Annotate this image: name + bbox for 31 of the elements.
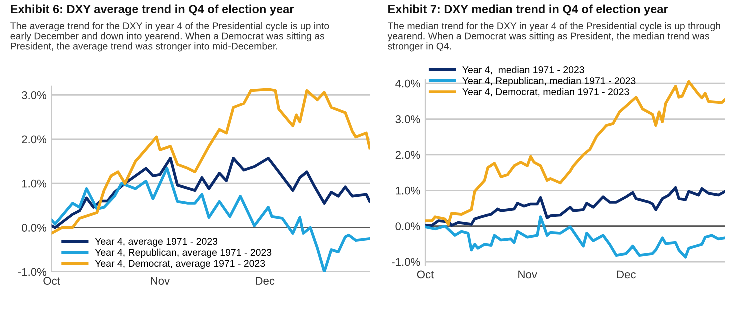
y-tick-label: 0.0% [396,222,420,230]
x-tick-label: Nov [151,277,170,286]
y-tick-label: -1.0% [392,258,420,266]
chart-title: Exhibit 6: DXY average trend in Q4 of election year [11,4,294,16]
line-series [426,216,726,259]
x-tick-label: Dec [256,277,275,286]
y-tick-label: 2.0% [22,136,47,144]
chart-title: Exhibit 7: DXY median trend in Q4 of election year [388,4,668,16]
legend-label: Year 4, Democrat, average 1971 - 2023 [95,260,266,269]
y-tick-label: 3.0% [22,92,47,100]
x-tick-label: Nov [518,270,538,279]
x-tick-label: Oct [417,270,434,279]
y-tick-label: 4.0% [396,80,420,88]
y-tick-label: 1.0% [22,180,47,188]
y-tick-label: 0.0% [22,224,47,232]
line-series [426,186,726,228]
x-tick-label: Dec [617,270,636,279]
y-tick-label: 3.0% [396,116,420,124]
y-tick-label: 2.0% [396,151,420,160]
chart-subtitle: The median trend for the DXY in year 4 of the Presidential cycle is up through yearend. When a Democrat was sitting as President, the median trend was stronger in Q4. [388,22,720,52]
chart-subtitle: The average trend for the DXY in year 4 of the Presidential cycle is up into early December and down into yearend. When a Democrat was sitting as President, the average trend was stronger into mid-December. [10,22,330,52]
x-tick-label: Oct [44,277,60,286]
legend-label: Year 4, Republican, average 1971 - 2023 [95,248,272,258]
y-tick-label: 1.0% [396,186,420,195]
legend-label: Year 4, average 1971 - 2023 [95,238,218,247]
line-series [52,88,370,235]
legend-label: Year 4, Democrat, median 1971 - 2023 [462,88,630,97]
legend-label: Year 4, median 1971 - 2023 [462,66,584,75]
line-series [52,157,370,230]
legend-label: Year 4, Republican, median 1971 - 2023 [462,77,636,86]
y-tick-label: -1.0% [18,268,47,276]
